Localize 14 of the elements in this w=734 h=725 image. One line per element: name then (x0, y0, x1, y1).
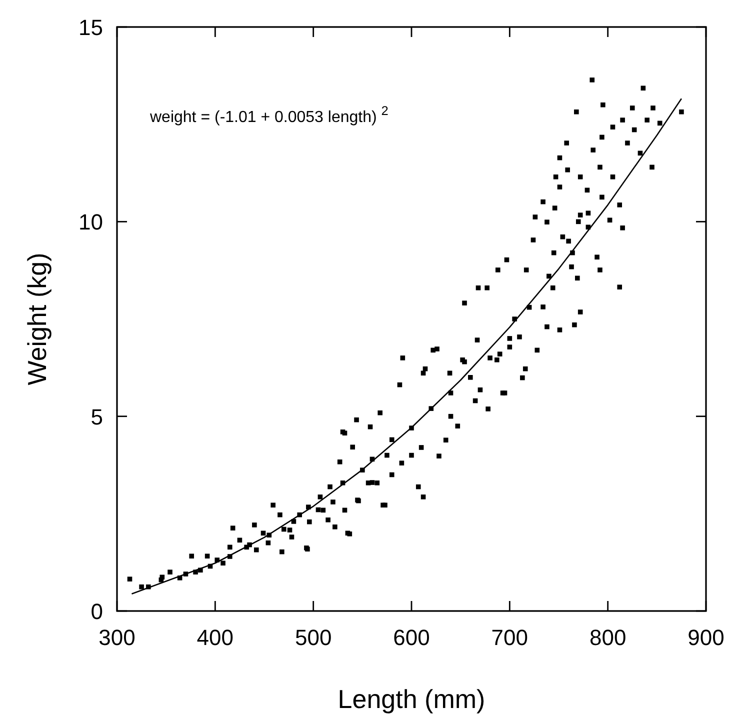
y-tick-label: 5 (90, 404, 103, 430)
y-tick-label: 10 (78, 210, 103, 235)
y-axis-title: Weight (kg) (22, 252, 52, 386)
x-tick-label: 300 (98, 625, 136, 650)
x-tick-label: 900 (688, 625, 724, 650)
x-tick-label: 800 (589, 625, 626, 650)
x-tick-label: 600 (393, 625, 430, 650)
x-tick-label: 700 (491, 625, 528, 650)
y-tick-label: 0 (90, 599, 103, 624)
x-axis-title: Length (mm) (338, 684, 486, 714)
x-tick-label: 400 (196, 625, 234, 650)
x-tick-label: 500 (294, 625, 332, 650)
annotation: weight = (-1.01 + 0.0053 length) $^{2}$ (149, 102, 388, 126)
y-tick-label: 15 (78, 15, 103, 40)
